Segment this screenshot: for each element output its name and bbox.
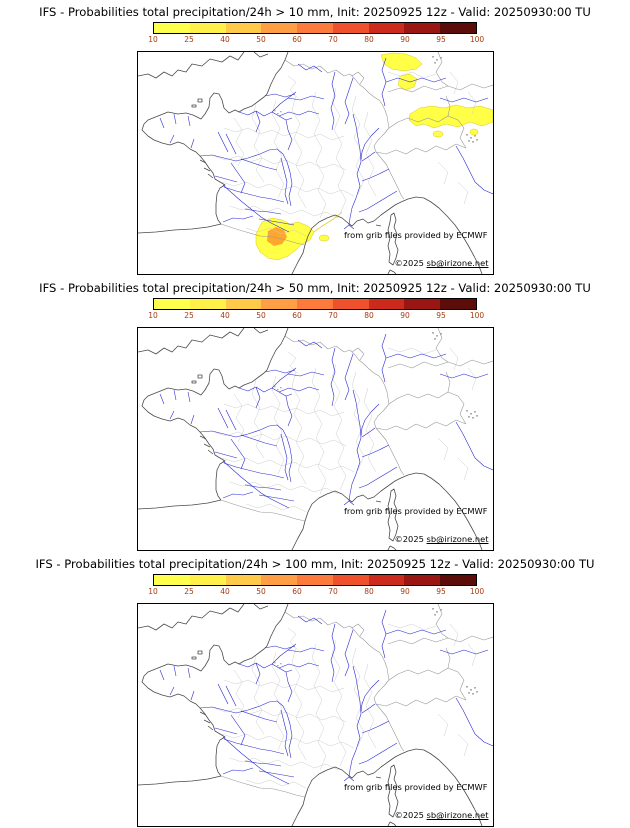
colorbar-tick-label: 25: [184, 587, 194, 596]
colorbar-wrap: 10 25 40 50 60 70 80 90 95 100: [148, 574, 484, 597]
precip-map-100mm: [137, 604, 493, 826]
colorbar-segment: [404, 23, 441, 33]
copyright-year: ©2025: [394, 258, 427, 268]
colorbar-wrap: 10 25 40 50 60 70 80 90 95 100: [148, 22, 484, 45]
colorbar-segment: [332, 23, 369, 33]
colorbar-segment: [440, 575, 477, 585]
colorbar-segments: [153, 298, 477, 310]
colorbar-ticks: 10 25 40 50 60 70 80 90 95 100: [148, 310, 484, 321]
colorbar-tick-label: 80: [364, 587, 374, 596]
ecmwf-credit: from grib files provided by ECMWF: [344, 230, 488, 240]
colorbar-tick-label: 10: [148, 587, 158, 596]
colorbar-tick-label: 25: [184, 35, 194, 44]
panel-title: IFS - Probabilities total precipitation/…: [35, 557, 595, 571]
colorbar-segment: [154, 575, 190, 585]
map-frame: from grib files provided by ECMWF ©2025 …: [136, 51, 494, 275]
precip-map-50mm: [137, 328, 493, 550]
colorbar-segment: [261, 299, 298, 309]
colorbar-tick-label: 25: [184, 311, 194, 320]
colorbar-segments: [153, 574, 477, 586]
copyright-credit: ©2025 sb@irizone.net: [394, 534, 488, 544]
ecmwf-credit: from grib files provided by ECMWF: [344, 506, 488, 516]
colorbar-segment: [225, 23, 262, 33]
precip-map-10mm: [137, 52, 493, 274]
colorbar-segment: [225, 299, 262, 309]
colorbar-wrap: 10 25 40 50 60 70 80 90 95 100: [148, 298, 484, 321]
colorbar-segment: [189, 23, 226, 33]
colorbar-segment: [404, 299, 441, 309]
colorbar-segment: [261, 23, 298, 33]
colorbar-tick-label: 95: [436, 311, 446, 320]
colorbar-tick-label: 90: [400, 311, 410, 320]
colorbar-tick-label: 90: [400, 35, 410, 44]
colorbar-segment: [189, 575, 226, 585]
colorbar-tick-label: 90: [400, 587, 410, 596]
colorbar-tick-label: 50: [256, 35, 266, 44]
colorbar-tick-label: 40: [220, 311, 230, 320]
colorbar-ticks: 10 25 40 50 60 70 80 90 95 100: [148, 586, 484, 597]
colorbar-tick-label: 10: [148, 311, 158, 320]
panel-precip-gt-100mm: IFS - Probabilities total precipitation/…: [0, 552, 630, 828]
colorbar-tick-label: 80: [364, 311, 374, 320]
copyright-credit: ©2025 sb@irizone.net: [394, 810, 488, 820]
colorbar-tick-label: 100: [469, 587, 485, 596]
precip-probability-overlay: [255, 52, 493, 261]
map-frame: from grib files provided by ECMWF ©2025 …: [136, 327, 494, 551]
colorbar-tick-label: 80: [364, 35, 374, 44]
colorbar-tick-label: 95: [436, 35, 446, 44]
colorbar-segment: [297, 575, 333, 585]
colorbar-segments: [153, 22, 477, 34]
colorbar-segment: [297, 23, 333, 33]
panel-title: IFS - Probabilities total precipitation/…: [39, 281, 591, 295]
colorbar-tick-label: 60: [292, 35, 302, 44]
panel-precip-gt-50mm: IFS - Probabilities total precipitation/…: [0, 276, 630, 552]
panel-title: IFS - Probabilities total precipitation/…: [39, 5, 591, 19]
colorbar-tick-label: 70: [328, 311, 338, 320]
colorbar-segment: [297, 299, 333, 309]
colorbar-segment: [261, 575, 298, 585]
colorbar-tick-label: 40: [220, 35, 230, 44]
author-link[interactable]: sb@irizone.net: [426, 534, 489, 544]
author-link[interactable]: sb@irizone.net: [426, 810, 489, 820]
copyright-year: ©2025: [394, 810, 427, 820]
colorbar-tick-label: 70: [328, 587, 338, 596]
colorbar-segment: [440, 299, 477, 309]
colorbar-tick-label: 50: [256, 311, 266, 320]
colorbar-segment: [189, 299, 226, 309]
colorbar-segment: [368, 575, 405, 585]
colorbar-tick-label: 60: [292, 311, 302, 320]
author-link[interactable]: sb@irizone.net: [426, 258, 489, 268]
colorbar-segment: [368, 299, 405, 309]
colorbar-segment: [154, 23, 190, 33]
colorbar-segment: [368, 23, 405, 33]
colorbar-tick-label: 70: [328, 35, 338, 44]
ecmwf-credit: from grib files provided by ECMWF: [344, 782, 488, 792]
colorbar-segment: [404, 575, 441, 585]
colorbar-segment: [332, 575, 369, 585]
colorbar-segment: [225, 575, 262, 585]
colorbar-tick-label: 60: [292, 587, 302, 596]
copyright-year: ©2025: [394, 534, 427, 544]
colorbar-tick-label: 10: [148, 35, 158, 44]
colorbar-tick-label: 95: [436, 587, 446, 596]
colorbar-segment: [332, 299, 369, 309]
map-frame: from grib files provided by ECMWF ©2025 …: [136, 603, 494, 827]
colorbar-tick-label: 100: [469, 311, 485, 320]
colorbar-tick-label: 50: [256, 587, 266, 596]
colorbar-segment: [440, 23, 477, 33]
colorbar-ticks: 10 25 40 50 60 70 80 90 95 100: [148, 34, 484, 45]
panel-precip-gt-10mm: IFS - Probabilities total precipitation/…: [0, 0, 630, 276]
colorbar-tick-label: 40: [220, 587, 230, 596]
colorbar-segment: [154, 299, 190, 309]
colorbar-tick-label: 100: [469, 35, 485, 44]
copyright-credit: ©2025 sb@irizone.net: [394, 258, 488, 268]
